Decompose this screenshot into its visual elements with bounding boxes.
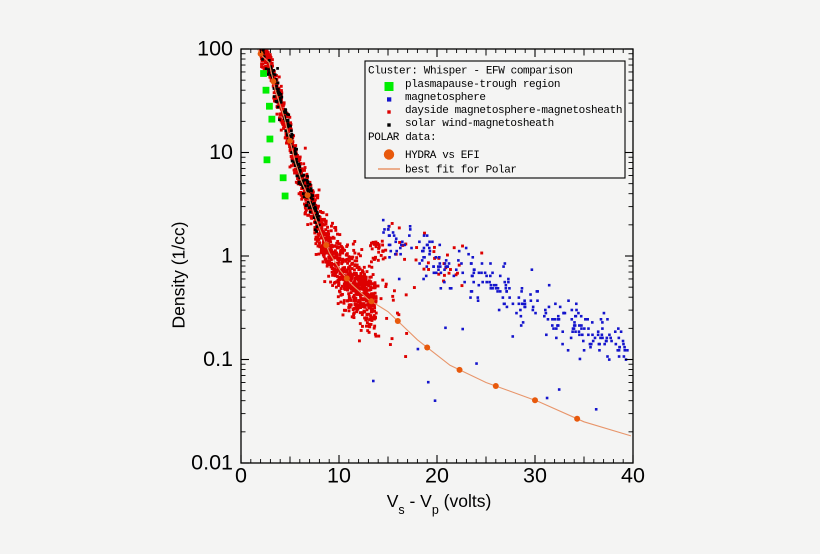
svg-text:magnetosphere: magnetosphere <box>405 92 486 104</box>
svg-text:HYDRA vs EFI: HYDRA vs EFI <box>405 150 479 162</box>
svg-text:dayside magnetosphere-magnetos: dayside magnetosphere-magnetosheath <box>405 105 622 117</box>
svg-text:Cluster: Whisper - EFW compari: Cluster: Whisper - EFW comparison <box>368 66 573 78</box>
svg-text:10: 10 <box>209 140 233 164</box>
svg-text:40: 40 <box>621 464 645 488</box>
svg-text:0.1: 0.1 <box>203 347 233 371</box>
svg-text:1: 1 <box>221 244 233 268</box>
svg-text:best fit for Polar: best fit for Polar <box>405 165 517 177</box>
svg-text:30: 30 <box>523 464 547 488</box>
svg-text:solar wind-magnetosheath: solar wind-magnetosheath <box>405 118 554 130</box>
svg-text:20: 20 <box>425 464 449 488</box>
svg-text:0: 0 <box>235 464 247 488</box>
svg-text:Density (1/cc): Density (1/cc) <box>169 222 189 329</box>
svg-text:POLAR data:: POLAR data: <box>368 132 436 144</box>
svg-text:100: 100 <box>197 37 233 61</box>
svg-text:plasmapause-trough region: plasmapause-trough region <box>405 79 560 91</box>
svg-text:10: 10 <box>327 464 351 488</box>
svg-text:0.01: 0.01 <box>191 451 233 475</box>
